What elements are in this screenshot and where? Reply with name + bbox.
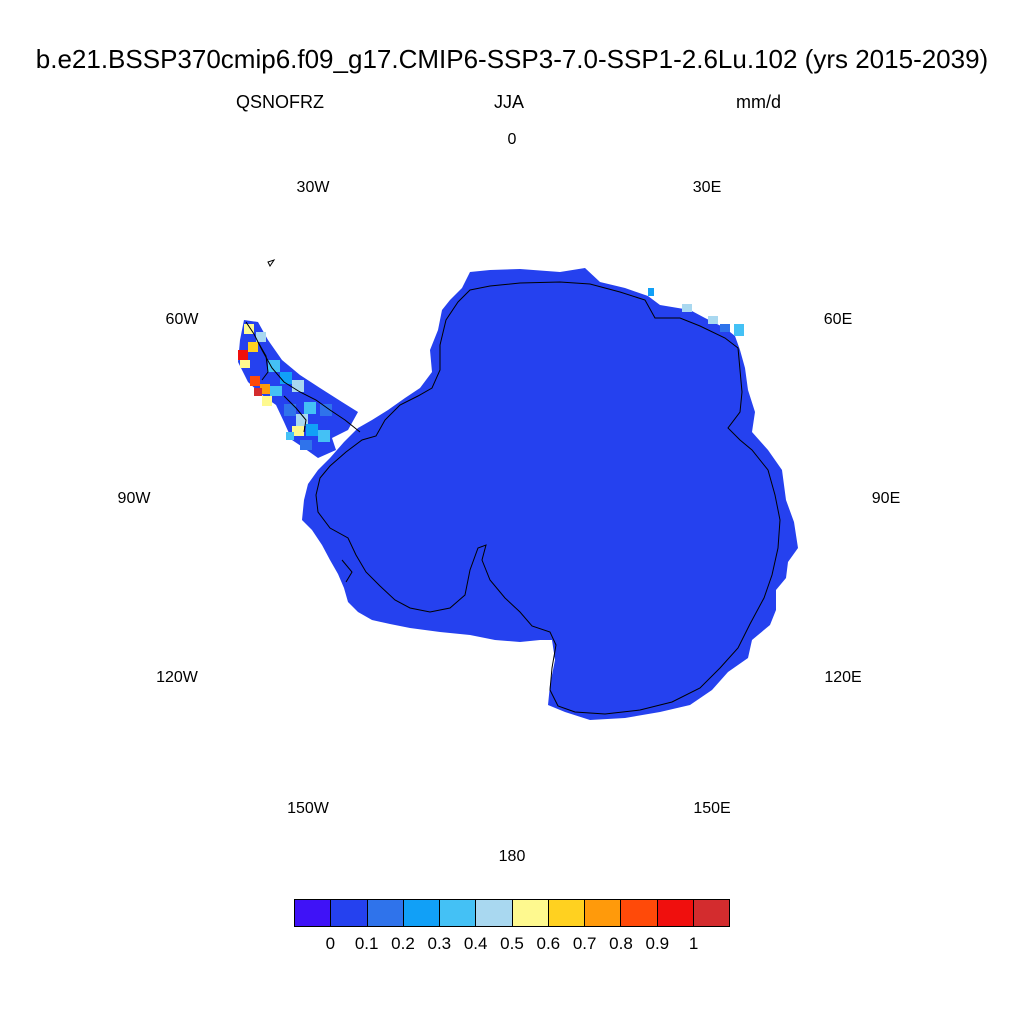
lon-label-150e: 150E: [693, 800, 731, 817]
peninsula-cells: [238, 324, 332, 450]
coastlines: [245, 259, 781, 715]
plot-title: b.e21.BSSP370cmip6.f09_g17.CMIP6-SSP3-7.…: [35, 44, 989, 74]
colorbar-tick-label: 0.8: [609, 934, 633, 953]
colorbar-tick-label: 0.7: [572, 934, 597, 953]
colorbar-tick-label: 0.9: [645, 934, 670, 953]
lon-label-120w: 120W: [156, 669, 198, 686]
colorbar-tick-label: 0.1: [354, 934, 379, 953]
lon-label-150w: 150W: [287, 800, 329, 817]
colorbar-swatch-0: [295, 900, 332, 926]
lon-label-120e: 120E: [824, 669, 862, 686]
colorbar-swatch-8: [585, 900, 622, 926]
colorbar-swatch-9: [621, 900, 658, 926]
colorbar-swatch-10: [657, 900, 694, 926]
colorbar-swatch-2: [367, 900, 404, 926]
colorbar-tick-label: 0.6: [536, 934, 561, 953]
coastal-cells: [648, 288, 744, 336]
colorbar-tick-label: 0.3: [427, 934, 452, 953]
colorbar-swatch-4: [440, 900, 477, 926]
continent-fill: [302, 268, 798, 720]
lon-label-0: 0: [507, 131, 517, 148]
colorbar-swatch-1: [331, 900, 368, 926]
colorbar-swatch-3: [403, 900, 440, 926]
colorbar-swatch-6: [512, 900, 549, 926]
lon-label-90w: 90W: [117, 490, 151, 507]
colorbar-tick-label: 0.4: [463, 934, 488, 953]
lon-label-60e: 60E: [823, 311, 853, 328]
colorbar: [294, 899, 730, 927]
colorbar-tick-label: 0: [325, 934, 336, 953]
colorbar-tick-label: 0.5: [500, 934, 524, 953]
variable-name: QSNOFRZ: [236, 92, 324, 112]
lon-label-60w: 60W: [165, 311, 199, 328]
lon-label-30e: 30E: [692, 179, 722, 196]
lon-label-180: 180: [498, 848, 526, 865]
colorbar-tick-label: 1: [688, 934, 699, 953]
units-label: mm/d: [736, 92, 781, 112]
colorbar-swatch-7: [548, 900, 585, 926]
season-label: JJA: [494, 92, 525, 112]
lon-label-90e: 90E: [871, 490, 901, 507]
lon-label-30w: 30W: [296, 179, 330, 196]
colorbar-swatch-5: [476, 900, 513, 926]
colorbar-swatch-11: [693, 900, 729, 926]
colorbar-tick-label: 0.2: [391, 934, 415, 953]
